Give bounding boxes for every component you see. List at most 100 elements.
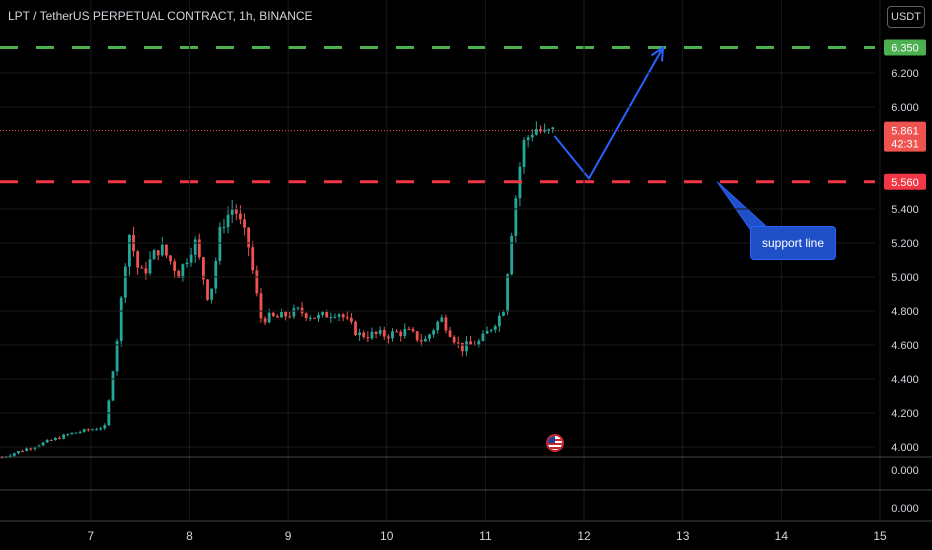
sub-pane-label: 0.000: [891, 465, 919, 477]
candle: [95, 427, 98, 431]
candle: [234, 204, 238, 221]
candle: [341, 312, 345, 322]
currency-button[interactable]: USDT: [887, 6, 925, 28]
candle: [395, 328, 399, 333]
candle: [115, 338, 119, 376]
x-tick-label: 13: [676, 529, 690, 543]
candle: [481, 330, 485, 342]
candle: [45, 439, 49, 443]
y-tick-label: 5.400: [891, 204, 919, 216]
candle: [522, 136, 526, 174]
candle: [407, 326, 411, 331]
candle: [349, 312, 353, 325]
candle: [329, 312, 333, 323]
candle: [214, 257, 218, 294]
candle: [292, 304, 296, 319]
candle: [255, 265, 259, 297]
candle: [518, 162, 522, 207]
candle: [189, 247, 193, 267]
candle: [263, 316, 267, 326]
candle: [465, 336, 468, 356]
countdown-label: 42:31: [891, 139, 919, 151]
candle: [428, 333, 431, 342]
candle: [436, 320, 440, 334]
candle: [165, 244, 168, 259]
target-level-label: 6.350: [884, 39, 926, 56]
candle: [284, 310, 288, 321]
candle: [78, 430, 82, 434]
candle: [136, 250, 140, 275]
candle: [218, 222, 222, 265]
x-tick-label: 11: [479, 529, 492, 543]
candle: [485, 326, 489, 334]
candle: [497, 312, 501, 332]
candle: [543, 123, 546, 134]
candle: [514, 195, 518, 244]
candle: [300, 302, 304, 317]
candle: [37, 444, 41, 449]
candle: [469, 335, 472, 345]
candle: [25, 447, 29, 452]
candle: [54, 437, 57, 441]
candle: [530, 129, 534, 142]
us-flag-icon[interactable]: [546, 434, 564, 452]
candle: [411, 326, 415, 333]
candle: [243, 213, 246, 236]
sub-pane-label: 0.000: [891, 503, 919, 515]
candle: [308, 315, 312, 322]
candle: [448, 326, 452, 338]
candle: [547, 128, 551, 135]
candle: [206, 279, 209, 301]
candle: [152, 248, 156, 260]
y-tick-label: 6.200: [891, 68, 919, 80]
candle: [419, 334, 423, 347]
candle: [333, 313, 337, 319]
svg-text:5.861: 5.861: [891, 126, 919, 138]
candle: [181, 263, 185, 282]
candle: [444, 314, 448, 334]
candle: [119, 296, 123, 347]
candle: [210, 288, 214, 304]
candle: [489, 329, 493, 333]
candle: [345, 311, 349, 321]
candle: [91, 428, 94, 431]
projection-arrow-path: [553, 47, 664, 181]
support-line-callout[interactable]: support line: [750, 226, 836, 260]
candle: [534, 121, 538, 136]
candle: [271, 311, 275, 318]
candle: [160, 236, 164, 257]
candle: [169, 254, 172, 265]
candle: [378, 326, 382, 336]
x-tick-label: 10: [380, 529, 394, 543]
candle: [222, 218, 226, 234]
candle: [193, 236, 197, 264]
candle: [506, 273, 509, 316]
candle: [74, 432, 78, 434]
candle: [321, 311, 325, 318]
candle: [526, 135, 530, 148]
x-tick-label: 8: [186, 529, 193, 543]
candle: [259, 288, 263, 323]
candle: [251, 241, 255, 274]
candle: [337, 312, 341, 322]
y-tick-label: 4.600: [891, 340, 919, 352]
y-tick-label: 6.000: [891, 102, 919, 114]
svg-text:5.560: 5.560: [891, 177, 919, 189]
candle: [226, 206, 230, 234]
candle: [317, 312, 320, 322]
candle: [374, 331, 378, 339]
candle: [99, 426, 103, 432]
support-level-label: 5.560: [884, 173, 926, 190]
candle: [386, 334, 390, 344]
candle: [239, 205, 242, 225]
candle: [185, 258, 189, 268]
y-tick-label: 4.800: [891, 306, 919, 318]
candle: [362, 330, 366, 340]
candle: [456, 336, 460, 349]
candle: [358, 328, 362, 341]
candle: [173, 258, 177, 279]
candle: [62, 433, 66, 440]
